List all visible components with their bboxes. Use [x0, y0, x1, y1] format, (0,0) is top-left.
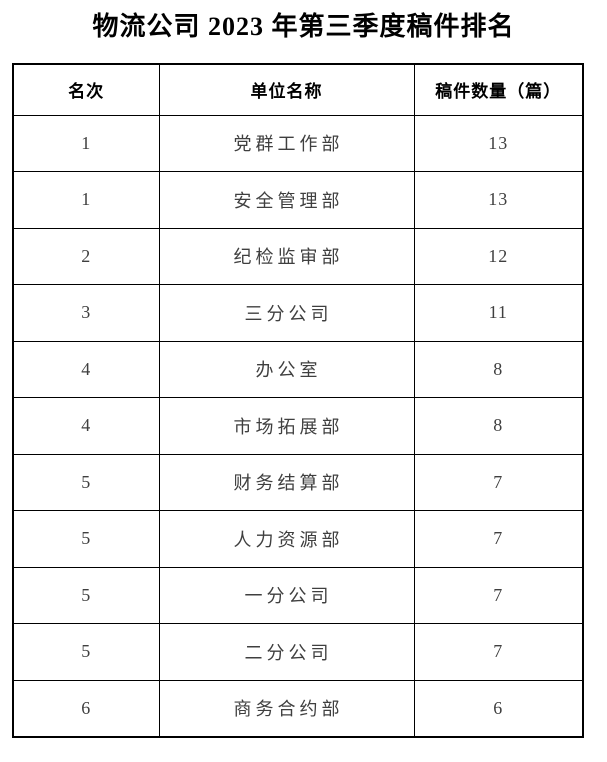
rank-cell: 2 [12, 227, 160, 285]
rank-cell: 5 [12, 510, 160, 568]
count-cell: 13 [413, 114, 584, 172]
count-cell: 11 [413, 284, 584, 342]
page-title: 物流公司 2023 年第三季度稿件排名 [92, 12, 515, 41]
rank-cell: 1 [12, 171, 160, 229]
count-cell: 7 [413, 510, 584, 568]
rank-cell: 4 [12, 397, 160, 455]
rank-cell: 5 [12, 453, 160, 511]
count-cell: 7 [413, 566, 584, 624]
rank-cell: 5 [12, 623, 160, 681]
table-row: 4 市场拓展部 8 [12, 397, 584, 455]
table-row: 5 二分公司 7 [12, 623, 584, 681]
table-row: 4 办公室 8 [12, 340, 584, 398]
unit-cell: 二分公司 [158, 623, 415, 681]
rank-cell: 1 [12, 114, 160, 172]
unit-cell: 市场拓展部 [158, 397, 415, 455]
unit-cell: 一分公司 [158, 566, 415, 624]
table-row: 5 财务结算部 7 [12, 453, 584, 511]
rank-cell: 3 [12, 284, 160, 342]
unit-cell: 三分公司 [158, 284, 415, 342]
count-cell: 6 [413, 679, 584, 738]
rank-cell: 4 [12, 340, 160, 398]
unit-cell: 财务结算部 [158, 453, 415, 511]
unit-cell: 人力资源部 [158, 510, 415, 568]
table-row: 2 纪检监审部 12 [12, 227, 584, 285]
count-cell: 8 [413, 397, 584, 455]
count-cell: 7 [413, 453, 584, 511]
rank-cell: 6 [12, 679, 160, 738]
unit-cell: 纪检监审部 [158, 227, 415, 285]
table-row: 5 人力资源部 7 [12, 510, 584, 568]
rank-cell: 5 [12, 566, 160, 624]
table-row: 3 三分公司 11 [12, 284, 584, 342]
unit-cell: 办公室 [158, 340, 415, 398]
column-header-rank: 名次 [12, 63, 160, 116]
column-header-count: 稿件数量（篇） [413, 63, 584, 116]
table-row: 6 商务合约部 6 [12, 679, 584, 738]
table-header-row: 名次 单位名称 稿件数量（篇） [12, 63, 584, 116]
table-row: 1 安全管理部 13 [12, 171, 584, 229]
count-cell: 7 [413, 623, 584, 681]
count-cell: 12 [413, 227, 584, 285]
column-header-unit: 单位名称 [158, 63, 415, 116]
table-row: 1 党群工作部 13 [12, 114, 584, 172]
count-cell: 13 [413, 171, 584, 229]
unit-cell: 商务合约部 [158, 679, 415, 738]
table-row: 5 一分公司 7 [12, 566, 584, 624]
unit-cell: 党群工作部 [158, 114, 415, 172]
ranking-table: 名次 单位名称 稿件数量（篇） 1 党群工作部 13 1 安全管理部 13 2 … [12, 62, 584, 738]
unit-cell: 安全管理部 [158, 171, 415, 229]
count-cell: 8 [413, 340, 584, 398]
